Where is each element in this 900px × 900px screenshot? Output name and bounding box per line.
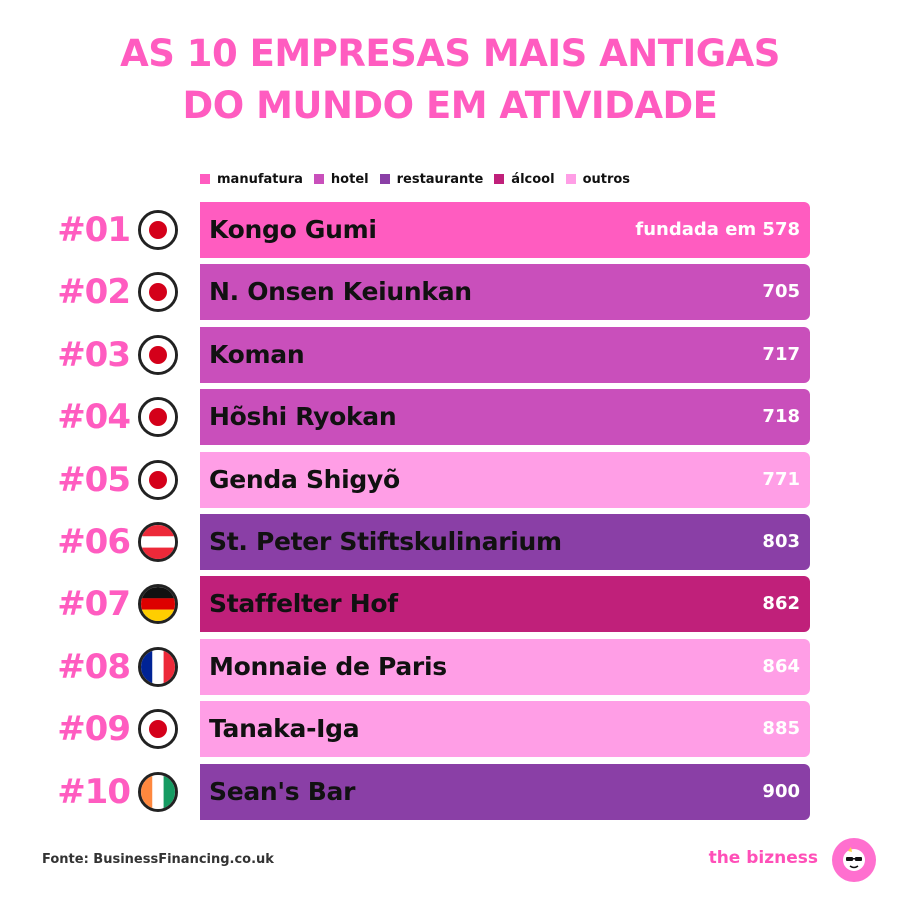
company-name: St. Peter Stiftskulinarium [209, 527, 562, 556]
rank-label: #10 [57, 771, 131, 812]
category-bar [200, 514, 810, 570]
source-note: Fonte: BusinessFinancing.co.uk [42, 852, 274, 867]
japan-flag-icon [138, 709, 178, 750]
founding-year: 718 [762, 406, 800, 428]
founding-year: 864 [762, 655, 800, 677]
company-row: #02 N. Onsen Keiunkan 705 [0, 264, 900, 321]
japan-flag-icon [138, 272, 178, 313]
japan-flag-icon [138, 459, 178, 500]
legend-swatch [494, 174, 505, 184]
page-title: AS 10 EMPRESAS MAIS ANTIGAS DO MUNDO EM … [0, 28, 900, 132]
founding-year: 803 [762, 531, 800, 552]
japan-flag-icon [138, 210, 178, 250]
founding-year: 705 [762, 281, 800, 303]
category-bar [200, 451, 810, 508]
category-bar [200, 576, 810, 633]
category-bar [200, 389, 810, 446]
rank-label: #01 [57, 210, 131, 250]
rank-label: #06 [57, 522, 131, 562]
company-row: #05 Genda Shigyõ 771 [0, 451, 900, 508]
legend-label: hotel [330, 171, 369, 187]
rank-label: #03 [57, 334, 131, 375]
legend-swatch [379, 174, 390, 184]
legend-item-outros: outros [565, 171, 631, 187]
unicorn-logo-icon [832, 838, 876, 882]
company-row: #01 Kongo Gumi fundada em 578 [0, 202, 900, 258]
legend-swatch [313, 174, 324, 184]
company-row: #10 Sean's Bar 900 [0, 763, 900, 820]
title-line-1: AS 10 EMPRESAS MAIS ANTIGAS [120, 32, 780, 75]
founding-year: 900 [762, 780, 800, 802]
founding-year: 862 [762, 593, 800, 615]
category-bar [200, 202, 810, 258]
category-bar [200, 638, 810, 695]
france-flag-icon [138, 646, 178, 687]
founding-year: 771 [762, 468, 800, 490]
company-name: Monnaie de Paris [209, 651, 447, 681]
category-bar [200, 326, 810, 383]
rank-label: #02 [57, 272, 131, 313]
company-name: Kongo Gumi [209, 215, 377, 244]
rank-label: #04 [57, 397, 131, 438]
title-line-2: DO MUNDO EM ATIVIDADE [182, 84, 718, 127]
category-bar [200, 701, 810, 758]
company-name: Tanaka-Iga [209, 714, 360, 744]
japan-flag-icon [138, 334, 178, 375]
company-name: N. Onsen Keiunkan [209, 277, 472, 307]
legend-item-restaurante: restaurante [379, 171, 484, 187]
company-row: #03 Koman 717 [0, 326, 900, 383]
founding-year: 885 [762, 718, 800, 740]
rank-label: #05 [57, 459, 131, 500]
category-bar [200, 264, 810, 321]
legend-swatch [200, 174, 210, 184]
ireland-flag-icon [138, 771, 178, 812]
legend-item-hotel: hotel [313, 171, 369, 187]
legend: manufatura hotel restaurante álcool outr… [200, 170, 641, 188]
company-row: #09 Tanaka-Iga 885 [0, 701, 900, 758]
legend-label: restaurante [396, 171, 484, 187]
legend-label: manufatura [217, 171, 303, 187]
category-bar [200, 763, 810, 820]
founding-year: fundada em 578 [635, 219, 800, 240]
company-name: Genda Shigyõ [209, 464, 400, 494]
rank-label: #09 [57, 709, 131, 750]
legend-label: outros [582, 171, 631, 187]
rank-label: #07 [57, 584, 131, 625]
founding-year: 717 [762, 343, 800, 365]
legend-label: álcool [511, 171, 555, 187]
rank-label: #08 [57, 646, 131, 687]
legend-item-alcool: álcool [494, 171, 555, 187]
company-row: #06 St. Peter Stiftskulinarium 803 [0, 514, 900, 570]
japan-flag-icon [138, 397, 178, 438]
company-row: #08 Monnaie de Paris 864 [0, 638, 900, 695]
company-row: #04 Hõshi Ryokan 718 [0, 389, 900, 446]
legend-item-manufatura: manufatura [200, 172, 303, 187]
company-name: Staffelter Hof [209, 589, 398, 619]
brand-name: the bizness [708, 848, 818, 868]
company-name: Sean's Bar [209, 776, 356, 806]
austria-flag-icon [138, 522, 178, 562]
company-name: Hõshi Ryokan [209, 402, 397, 432]
germany-flag-icon [138, 584, 178, 625]
legend-swatch [565, 174, 576, 184]
company-name: Koman [209, 339, 305, 369]
company-row: #07 Staffelter Hof 862 [0, 576, 900, 633]
